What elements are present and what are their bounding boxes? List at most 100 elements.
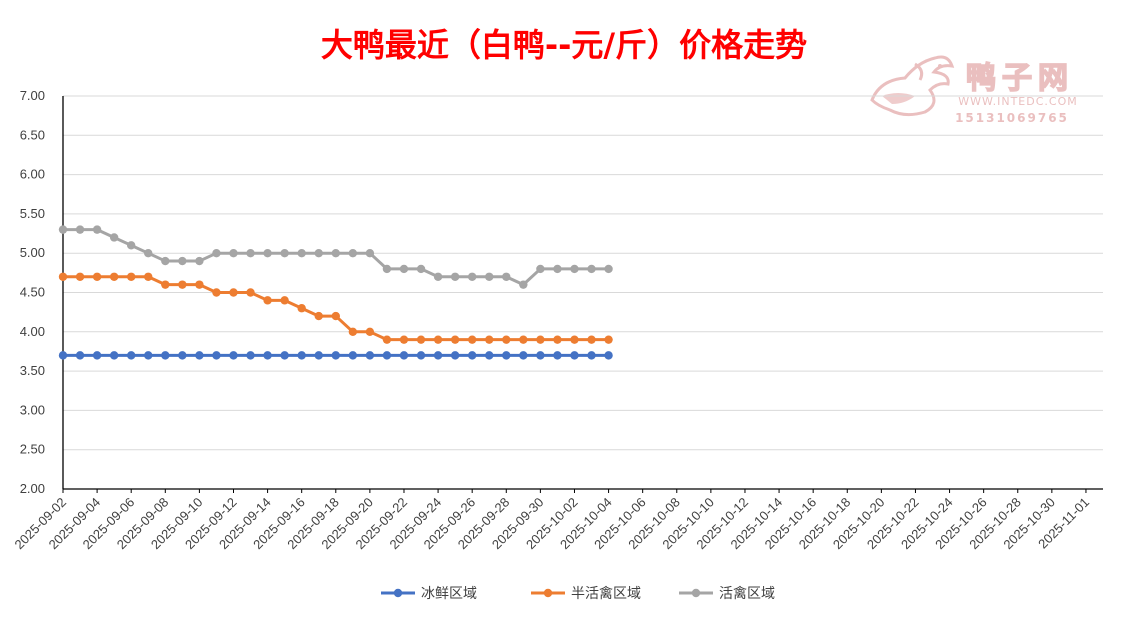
data-point [502,351,511,360]
data-point [467,335,477,344]
data-point [195,351,204,360]
y-tick-label: 5.50 [20,206,45,221]
y-tick-label: 4.50 [20,285,45,300]
data-point [348,327,358,336]
watermark-phone: 15131069765 [955,111,1069,125]
y-tick-label: 3.00 [20,402,45,417]
data-point [263,249,272,258]
data-point [348,249,358,258]
data-point [502,272,511,281]
data-point [570,335,579,344]
data-point [570,351,579,360]
data-point [144,272,153,281]
data-point [570,264,579,274]
y-tick-label: 6.00 [20,167,45,182]
data-point [280,249,289,258]
chart-title: 大鸭最近（白鸭--元/斤）价格走势 [321,26,807,64]
data-point [348,351,358,360]
data-point [365,351,375,360]
legend-item-2: 半活禽区域 [531,585,641,602]
series-2 [58,272,613,344]
axes [62,96,1103,493]
watermark-url: WWW.INTEDC.COM [958,95,1077,108]
duck-logo-icon [870,55,955,117]
legend-label: 活禽区域 [719,585,775,602]
data-point [399,351,409,360]
data-point [485,335,494,344]
data-point [161,256,170,266]
data-point [382,351,392,360]
data-point [109,233,119,242]
data-point [433,351,443,360]
data-point [416,335,426,344]
data-point [485,351,494,360]
data-point [297,249,306,258]
watermark-brand: 鸭子网 [966,61,1074,96]
data-point [75,225,85,234]
legend-label: 半活禽区域 [571,585,641,602]
data-point [587,264,596,274]
data-point [161,351,170,360]
data-point [399,264,409,274]
data-point [75,351,85,360]
data-point [519,280,528,289]
legend: 冰鲜区域 半活禽区域 活禽区域 [381,585,775,602]
data-point [246,351,255,360]
data-point [280,296,289,305]
data-point [450,335,460,344]
y-tick-label: 2.50 [20,442,45,457]
data-point [536,351,545,360]
data-point [433,335,443,344]
data-point [75,272,85,281]
data-point [263,351,272,360]
legend-swatch-marker [393,588,403,598]
data-point [314,311,323,321]
y-tick-label: 4.00 [20,324,45,339]
data-point [92,272,102,281]
y-tick-label: 3.50 [20,363,45,378]
data-point [178,256,187,266]
data-point [365,327,375,336]
data-point [195,280,204,289]
y-tick-label: 5.00 [20,245,45,260]
data-point [212,288,221,297]
series-3 [58,225,613,289]
data-point [331,311,340,321]
data-point [127,241,136,250]
data-point [604,264,613,274]
data-point [178,351,187,360]
data-point [127,351,136,360]
data-point [467,351,477,360]
data-point [229,288,238,297]
legend-item-1: 冰鲜区域 [381,586,477,602]
data-point [553,264,562,274]
data-point [382,335,392,344]
data-point [314,351,323,360]
legend-item-3: 活禽区域 [679,585,775,602]
data-point [58,351,68,360]
data-point [58,225,68,234]
data-point [536,264,545,274]
data-point [587,335,596,344]
data-point [229,351,238,360]
data-point [365,249,375,258]
data-point [536,335,545,344]
grid-lines [63,95,1103,451]
data-point [467,272,477,281]
y-tick-label: 6.50 [20,127,45,142]
data-point [553,351,562,360]
legend-label: 冰鲜区域 [421,586,477,602]
data-point [58,272,68,281]
data-point [109,272,119,281]
data-point [263,296,272,305]
data-point [314,249,323,258]
data-point [519,351,528,360]
data-point [485,272,494,281]
data-point [450,351,460,360]
data-point [246,288,255,297]
data-point [433,272,443,281]
data-point [144,249,153,258]
data-point [212,249,221,258]
data-point [502,335,511,344]
